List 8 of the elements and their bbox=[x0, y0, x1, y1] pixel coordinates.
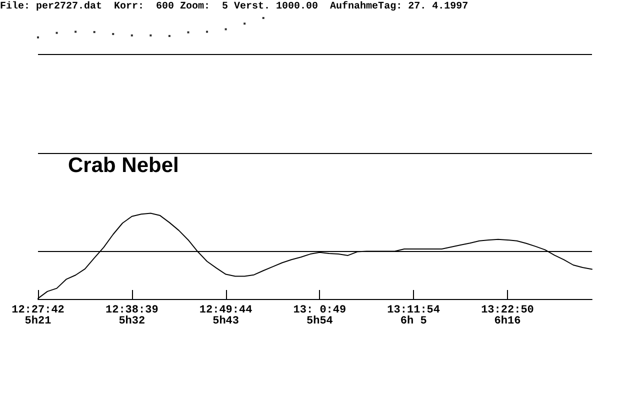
x-tick-label: 13: 0:49 5h54 bbox=[293, 304, 346, 328]
x-tick-label: 12:49:44 5h43 bbox=[199, 304, 253, 328]
text: Crab Nebel bbox=[68, 154, 179, 177]
x-tick-label: 13:11:54 6h 5 bbox=[387, 304, 440, 328]
x-tick-label: 13:22:50 6h16 bbox=[481, 304, 534, 328]
x-tick-label: 12:27:42 5h21 bbox=[12, 304, 64, 328]
text: File: per2727.dat Korr: 600 Zoom: 5 Verst. 1000.00 AufnahmeTag: 27. 4.1997 bbox=[0, 0, 468, 12]
x-tick-label: 12:38:39 5h32 bbox=[105, 304, 158, 328]
